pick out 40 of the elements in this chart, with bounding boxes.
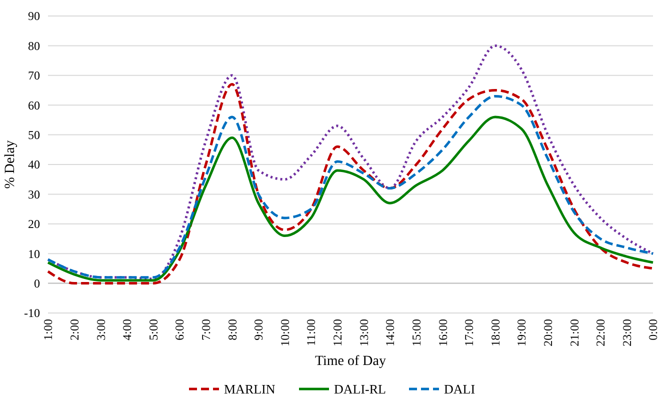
x-tick-label: 14:00: [383, 319, 398, 346]
x-tick-label: 16:00: [436, 319, 450, 346]
legend-label: DALI: [444, 382, 476, 397]
x-tick-label: 3:00: [94, 319, 108, 340]
y-tick-label: 40: [28, 158, 40, 172]
x-tick-label: 11:00: [304, 319, 318, 346]
y-tick-label: 20: [28, 217, 40, 232]
y-tick-label: 70: [28, 68, 40, 83]
x-tick-label: 15:00: [409, 319, 424, 346]
x-tick-label: 21:00: [567, 319, 582, 346]
legend-label: MARLIN: [224, 382, 276, 397]
x-tick-label: 17:00: [462, 319, 476, 346]
x-tick-label: 4:00: [120, 319, 134, 340]
y-tick-label: 10: [28, 246, 40, 261]
x-tick-label: 5:00: [146, 319, 160, 340]
legend-label: DALI-RL: [334, 382, 386, 397]
x-tick-label: 10:00: [278, 319, 292, 346]
y-axis-title: % Delay: [3, 140, 18, 189]
y-tick-label: 90: [28, 9, 40, 24]
y-tick-label: 30: [28, 187, 40, 202]
x-tick-label: 18:00: [488, 319, 502, 346]
y-tick-label: 60: [28, 98, 40, 112]
x-tick-label: 19:00: [514, 319, 529, 346]
x-tick-label: 9:00: [252, 319, 266, 340]
y-tick-label: -10: [24, 306, 40, 320]
x-tick-label: 8:00: [225, 319, 240, 340]
x-tick-label: 6:00: [172, 319, 187, 340]
x-tick-label: 1:00: [41, 319, 56, 340]
x-tick-label: 20:00: [540, 319, 555, 346]
x-axis-title: Time of Day: [314, 354, 386, 369]
x-tick-label: 12:00: [330, 319, 345, 346]
x-tick-label: 7:00: [199, 319, 214, 340]
y-tick-label: 0: [34, 276, 40, 290]
x-tick-label: 2:00: [68, 319, 82, 340]
y-tick-label: 50: [28, 128, 40, 142]
y-tick-label: 80: [28, 38, 40, 53]
x-tick-label: 23:00: [620, 319, 634, 346]
x-tick-label: 13:00: [356, 319, 371, 346]
x-tick-label: 0:00: [646, 319, 660, 340]
x-tick-label: 22:00: [594, 319, 608, 346]
